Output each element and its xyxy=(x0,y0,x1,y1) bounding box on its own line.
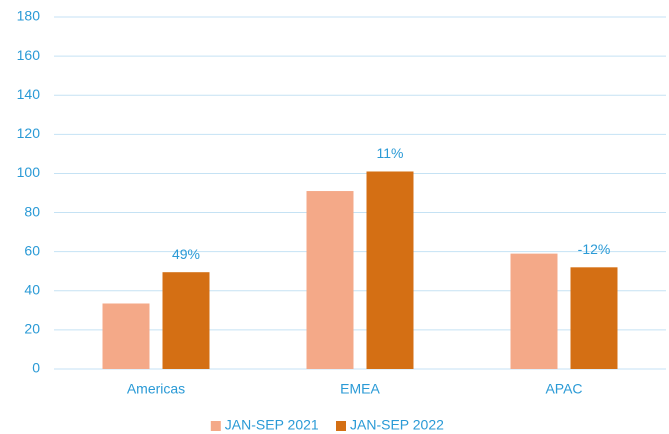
bar xyxy=(570,267,618,369)
y-tick-label: 180 xyxy=(17,8,41,24)
legend-label: JAN-SEP 2022 xyxy=(350,417,444,433)
x-tick-label: APAC xyxy=(545,381,582,397)
y-tick-label: 100 xyxy=(17,164,41,180)
y-tick-label: 80 xyxy=(24,203,40,219)
y-tick-label: 40 xyxy=(24,281,40,297)
y-tick-label: 60 xyxy=(24,242,40,258)
y-tick-label: 140 xyxy=(17,86,41,102)
x-tick-label: Americas xyxy=(127,381,185,397)
y-tick-label: 0 xyxy=(32,360,40,376)
bar xyxy=(306,191,354,369)
legend-swatch xyxy=(336,421,346,431)
bar xyxy=(102,303,150,369)
y-tick-label: 160 xyxy=(17,47,41,63)
annotation: 49% xyxy=(172,246,200,262)
y-tick-label: 120 xyxy=(17,125,41,141)
legend-swatch xyxy=(210,421,221,431)
annotation: 11% xyxy=(377,145,404,161)
legend-label: JAN-SEP 2021 xyxy=(225,417,319,433)
annotation: -12% xyxy=(578,241,611,257)
bar xyxy=(162,272,210,369)
x-tick-label: EMEA xyxy=(340,381,380,397)
y-tick-label: 20 xyxy=(24,321,40,337)
bar xyxy=(510,253,558,369)
legend: JAN-SEP 2021 JAN-SEP 2022 xyxy=(210,417,444,433)
bar xyxy=(366,171,414,369)
